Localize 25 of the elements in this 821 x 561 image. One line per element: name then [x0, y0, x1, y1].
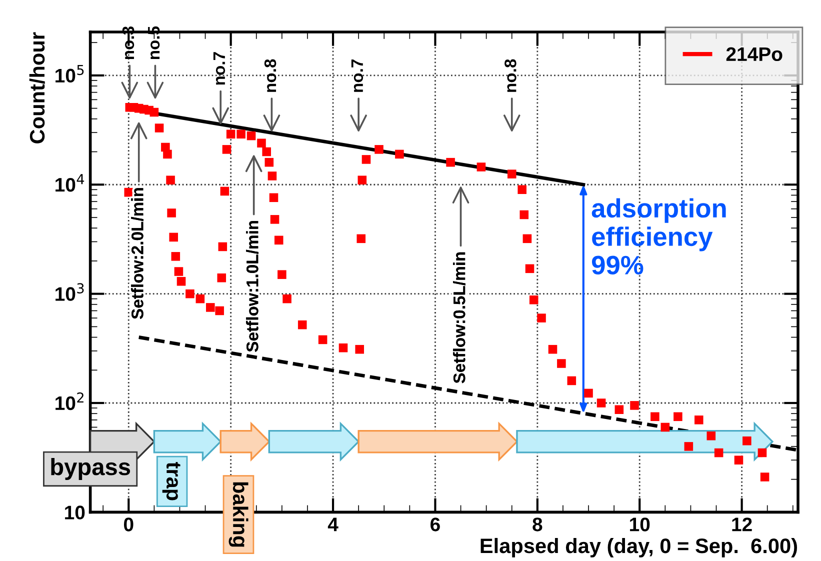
annotation: bypass — [51, 458, 130, 480]
y-tick-label: 10$^{5}$ — [56, 64, 84, 83]
annotation: trap — [162, 462, 180, 500]
annotation: no.7 — [213, 52, 226, 85]
annotation: Setflow:2.0L/min — [131, 188, 144, 319]
annotation: baking — [228, 482, 248, 547]
annotation: no.8 — [504, 59, 516, 92]
x-tick-label: 4 — [328, 518, 338, 532]
annotation: no.8 — [264, 59, 276, 92]
y-tick-label: 10$^{4}$ — [56, 174, 84, 192]
y-tick-label: 10 — [65, 506, 85, 520]
annotation: Setflow:0.5L/min — [453, 252, 466, 384]
x-tick-label: 8 — [532, 518, 542, 532]
y-tick-label: 10$^{3}$ — [56, 283, 84, 301]
x-tick-label: 6 — [430, 518, 440, 532]
x-tick-label: 0 — [124, 518, 134, 532]
x-tick-label: 12 — [732, 518, 752, 532]
y-axis-title: Count/hour — [29, 32, 45, 144]
y-tick-label: 10$^{2}$ — [56, 392, 84, 410]
x-tick-label: 10 — [630, 518, 650, 532]
x-axis-title: Elapsed day (day, 0 = Sep. 6.00) — [480, 538, 797, 558]
annotation: no.7 — [351, 59, 364, 92]
annotation: adsorption efficiency 99% — [592, 198, 726, 274]
legend-label: 214Po — [726, 47, 782, 62]
annotation: Setflow:1.0L/min — [246, 220, 258, 352]
